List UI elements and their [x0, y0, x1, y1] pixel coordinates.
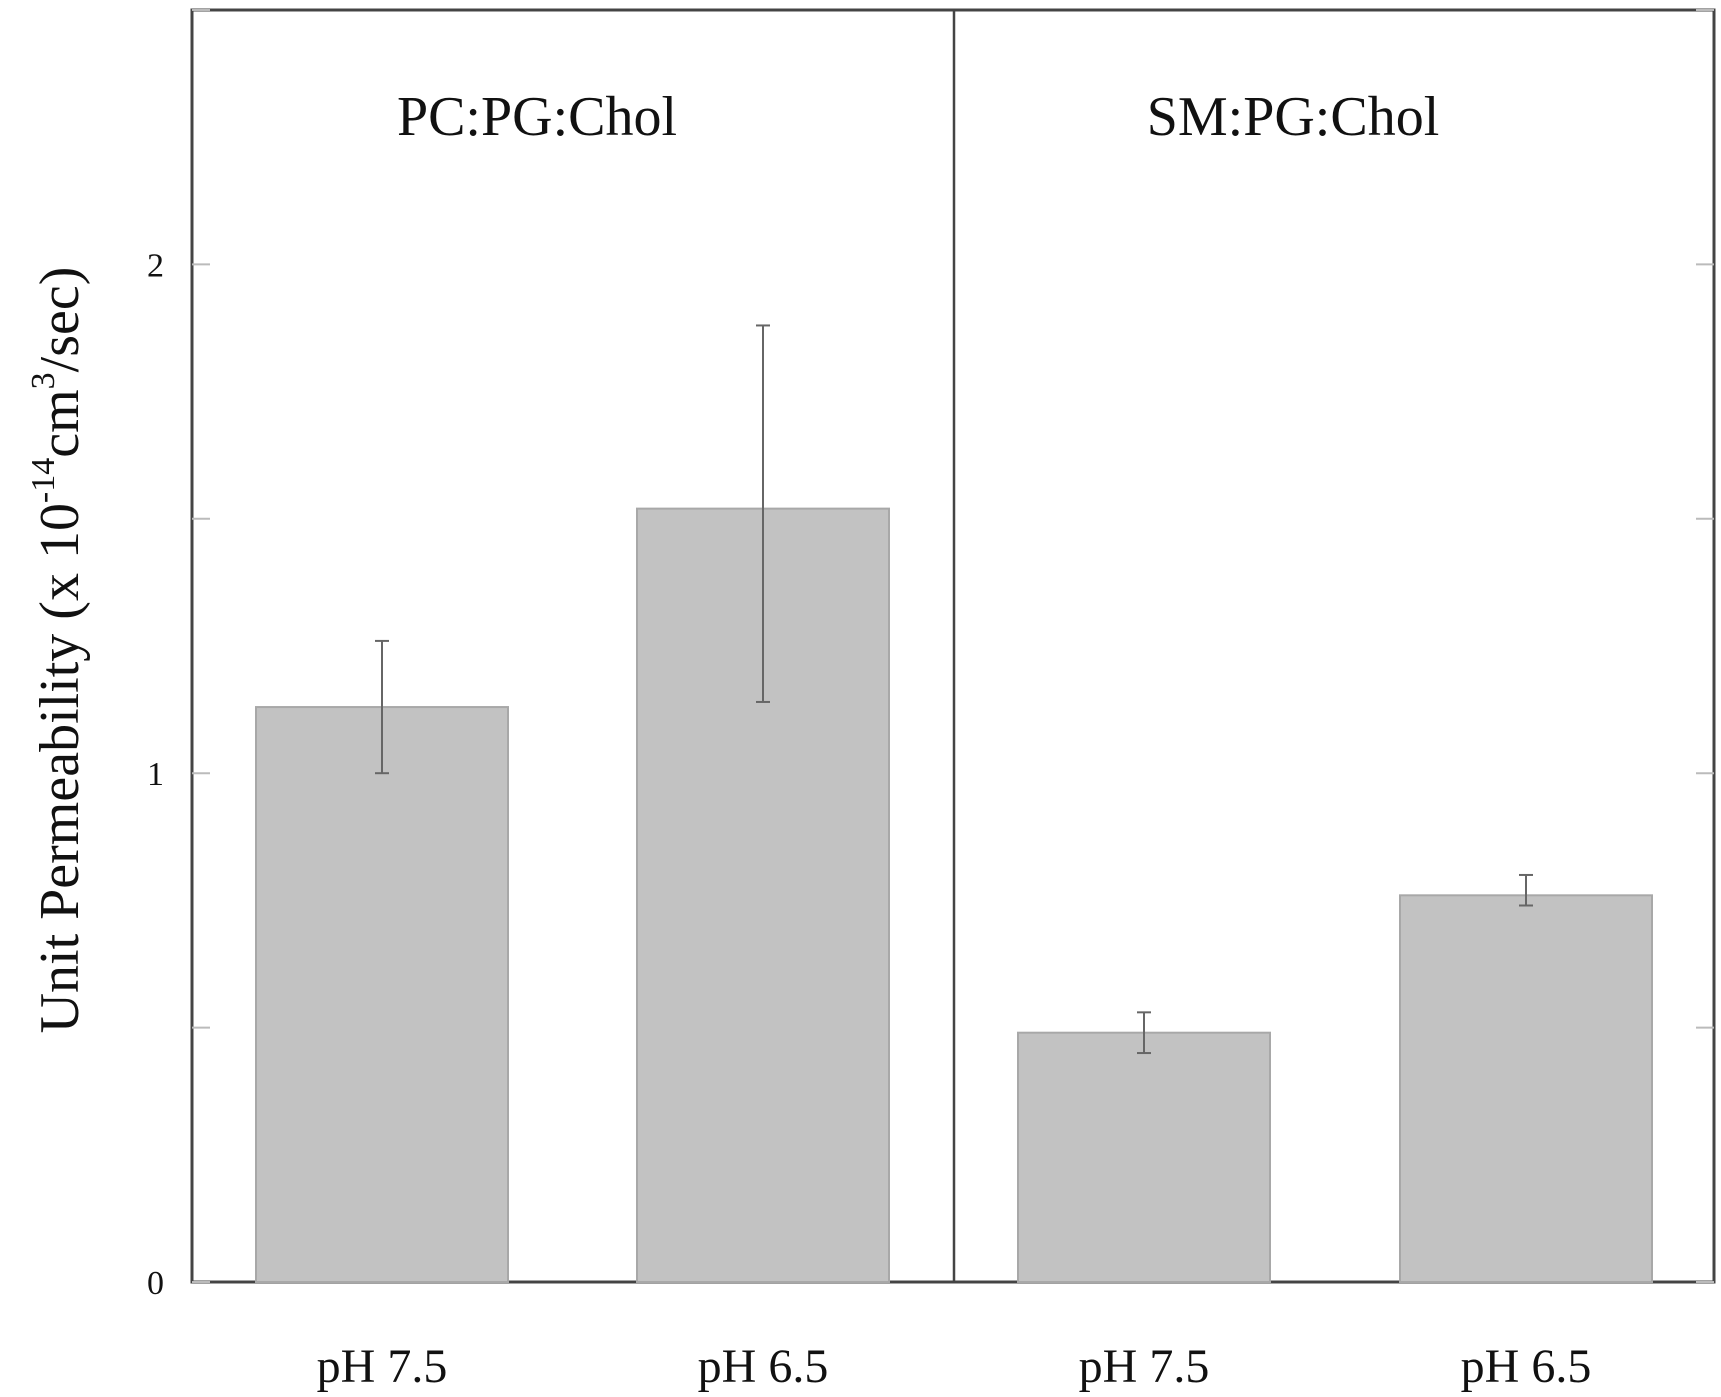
y-tick-label: 1 [147, 756, 164, 793]
y-label-suffix: /sec) [29, 267, 91, 373]
y-tick-label: 2 [147, 247, 164, 284]
error-bars-layer [375, 324, 1533, 1055]
x-tick-label: pH 6.5 [698, 1340, 829, 1393]
y-tick-label: 0 [147, 1265, 164, 1302]
x-tick-label: pH 6.5 [1461, 1340, 1592, 1393]
y-label-prefix: Unit Permeability (x 10 [29, 503, 91, 1033]
bar [255, 706, 509, 1283]
bar [1017, 1031, 1271, 1283]
x-tick-label: pH 7.5 [317, 1340, 448, 1393]
y-label-exponent: -14 [25, 458, 62, 503]
group-label: PC:PG:Chol [397, 86, 677, 148]
y-label-unit-exponent: 3 [25, 372, 62, 389]
y-label-unit: cm [29, 389, 91, 457]
bars-layer [255, 507, 1653, 1283]
labels-layer: 0 1 2 PC:PG:Chol pH 7.5 pH 6.5 SM:PG:Chol pH 7.… [25, 86, 1591, 1393]
y-axis-label: Unit Permeability (x 10-14cm3/sec) [25, 267, 91, 1034]
plot-frame [190, 8, 1716, 1284]
bar [1399, 894, 1653, 1283]
group-label: SM:PG:Chol [1147, 86, 1440, 148]
x-tick-label: pH 7.5 [1079, 1340, 1210, 1393]
